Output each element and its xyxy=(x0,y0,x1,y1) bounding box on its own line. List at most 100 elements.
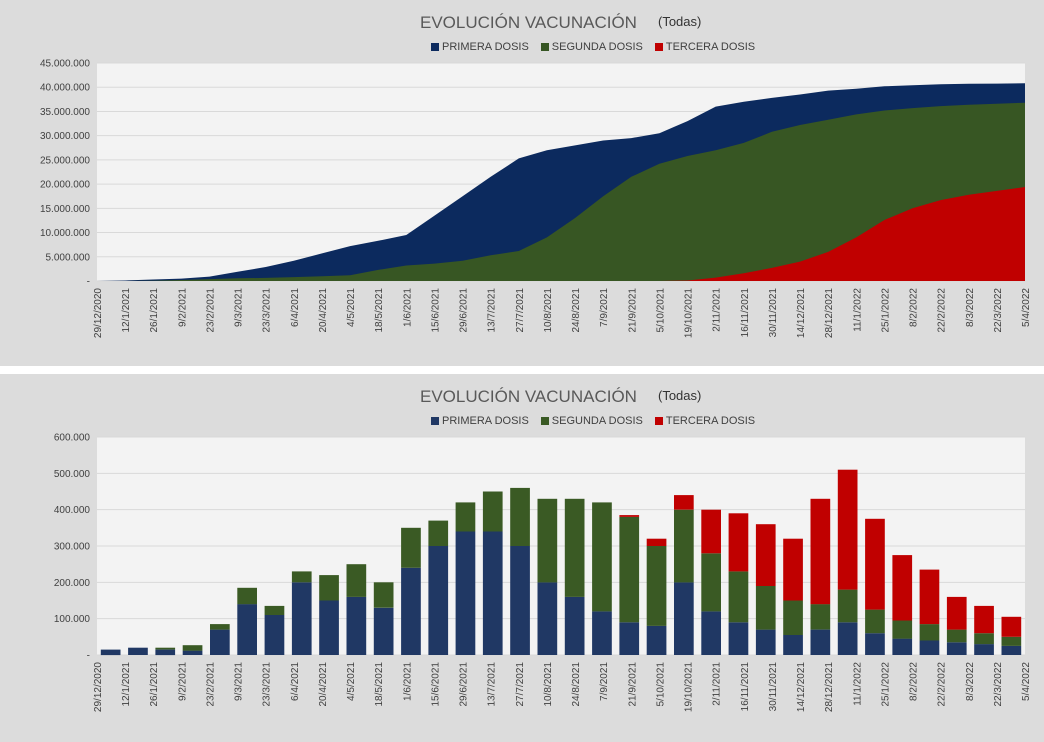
legend-item-segunda: SEGUNDA DOSIS xyxy=(540,41,643,53)
legend-swatch-primera xyxy=(431,417,439,425)
bar-primera-dosis xyxy=(974,644,994,655)
bar-segunda-dosis xyxy=(537,498,558,583)
x-tick-label: 25/1/2022 xyxy=(880,288,891,333)
x-tick-label: 11/1/2022 xyxy=(852,662,863,706)
x-tick-label: 26/1/2021 xyxy=(149,288,160,333)
area-tercera-dosis xyxy=(97,187,1025,281)
y-tick-label: 10.000.000 xyxy=(40,228,90,239)
x-tick-label: 16/11/2021 xyxy=(740,662,751,712)
x-tick-label: 19/10/2021 xyxy=(684,662,695,712)
legend-swatch-primera xyxy=(431,43,439,51)
bar-primera-dosis xyxy=(592,611,612,655)
bar-primera-dosis xyxy=(482,531,503,655)
x-tick-label: 1/6/2021 xyxy=(402,288,413,327)
bar-primera-dosis xyxy=(510,546,530,655)
bar-tercera-dosis xyxy=(1001,616,1022,637)
bar-segunda-dosis xyxy=(674,509,694,583)
bar-segunda-dosis xyxy=(1001,636,1022,646)
x-tick-label: 28/12/2021 xyxy=(824,662,835,712)
bar-primera-dosis xyxy=(128,647,148,655)
bar-segunda-dosis xyxy=(510,487,530,546)
y-tick-label: - xyxy=(87,651,90,662)
bar-segunda-dosis xyxy=(482,491,503,532)
chart-title: EVOLUCIÓN VACUNACIÓN xyxy=(420,13,637,32)
bar-segunda-dosis xyxy=(837,589,858,623)
area-segunda-dosis xyxy=(97,102,1025,281)
x-tick-label: 24/8/2021 xyxy=(571,288,582,333)
x-tick-label: 16/11/2021 xyxy=(740,288,751,338)
x-tick-label: 25/1/2022 xyxy=(880,662,891,707)
x-tick-label: 22/3/2022 xyxy=(993,662,1004,707)
x-tick-label: 18/5/2021 xyxy=(374,288,385,333)
x-tick-label: 6/4/2021 xyxy=(290,288,301,327)
x-tick-label: 5/10/2021 xyxy=(655,662,666,707)
x-tick-label: 13/7/2021 xyxy=(487,288,498,333)
bar-primera-dosis xyxy=(455,531,476,655)
y-tick-label: 500.000 xyxy=(54,469,91,480)
y-tick-label: 300.000 xyxy=(54,542,91,553)
bar-primera-dosis xyxy=(346,596,367,655)
legend-label-segunda: SEGUNDA DOSIS xyxy=(551,41,643,53)
bar-primera-dosis xyxy=(837,622,858,655)
x-tick-label: 13/7/2021 xyxy=(487,662,498,707)
x-tick-label: 15/6/2021 xyxy=(430,662,441,707)
x-tick-label: 9/3/2021 xyxy=(234,662,245,701)
daily-chart-svg: 600.000 500.000 400.000 300.000 200.000 100.0… xyxy=(54,433,1032,713)
chart-title: EVOLUCIÓN VACUNACIÓN xyxy=(420,387,637,406)
x-tick-label: 10/8/2021 xyxy=(543,662,554,707)
bar-segunda-dosis xyxy=(210,624,230,630)
bar-tercera-dosis xyxy=(728,513,749,572)
x-tick-label: 18/5/2021 xyxy=(374,662,385,707)
cumulative-chart-panel: EVOLUCIÓN VACUNACIÓN (Todas) PRIMERA DOS… xyxy=(0,0,1044,366)
bar-primera-dosis xyxy=(373,607,394,655)
x-tick-label: 5/4/2022 xyxy=(1021,288,1032,327)
x-tick-label: 27/7/2021 xyxy=(515,662,526,707)
y-tick-label: 100.000 xyxy=(54,614,91,625)
x-tick-label: 5/10/2021 xyxy=(655,288,666,333)
x-tick-label: 23/3/2021 xyxy=(262,288,273,333)
bar-segunda-dosis xyxy=(865,609,885,634)
x-tick-label: 12/1/2021 xyxy=(121,288,132,333)
chart-legend: PRIMERA DOSIS SEGUNDA DOSIS TERCERA DOSI… xyxy=(431,41,755,53)
bar-primera-dosis xyxy=(319,600,339,655)
x-tick-label: 6/4/2021 xyxy=(290,662,301,701)
x-tick-label: 23/3/2021 xyxy=(262,662,273,707)
bar-primera-dosis xyxy=(865,633,885,655)
bar-segunda-dosis xyxy=(946,629,967,643)
bar-primera-dosis xyxy=(210,629,230,655)
bar-tercera-dosis xyxy=(810,498,831,605)
x-tick-label: 10/8/2021 xyxy=(543,288,554,333)
bar-segunda-dosis xyxy=(892,620,913,639)
bar-tercera-dosis xyxy=(837,469,858,590)
y-tick-label: 30.000.000 xyxy=(40,131,90,142)
x-tick-label: 5/4/2022 xyxy=(1021,662,1032,701)
y-tick-label: 20.000.000 xyxy=(40,180,90,191)
bar-segunda-dosis xyxy=(564,498,585,597)
x-tick-label: 24/8/2021 xyxy=(571,662,582,707)
y-tick-label: 25.000.000 xyxy=(40,155,90,166)
bar-primera-dosis xyxy=(291,582,312,655)
legend-swatch-tercera xyxy=(654,43,663,51)
bar-primera-dosis xyxy=(537,582,558,655)
bar-primera-dosis xyxy=(892,638,913,655)
bar-segunda-dosis xyxy=(264,605,285,615)
x-tick-label: 29/12/2020 xyxy=(93,288,104,338)
bar-segunda-dosis xyxy=(592,502,612,612)
x-tick-label: 23/2/2021 xyxy=(205,288,216,333)
x-tick-label: 29/6/2021 xyxy=(459,288,470,333)
bar-primera-dosis xyxy=(810,629,831,655)
x-tick-label: 8/3/2022 xyxy=(965,288,976,327)
bar-tercera-dosis xyxy=(674,495,694,510)
bar-segunda-dosis xyxy=(291,571,312,583)
bar-primera-dosis xyxy=(428,546,449,655)
x-tick-label: 9/2/2021 xyxy=(177,288,188,327)
x-tick-label: 2/11/2021 xyxy=(712,662,723,706)
bar-segunda-dosis xyxy=(401,527,421,568)
bar-primera-dosis xyxy=(783,635,803,655)
x-tick-label: 2/11/2021 xyxy=(712,288,723,332)
chart-legend: PRIMERA DOSIS SEGUNDA DOSIS TERCERA DOSI… xyxy=(431,415,755,427)
x-tick-label: 14/12/2021 xyxy=(796,662,807,712)
bar-tercera-dosis xyxy=(646,538,667,546)
legend-item-tercera: TERCERA DOSIS xyxy=(654,415,755,427)
x-tick-label: 30/11/2021 xyxy=(768,288,779,338)
